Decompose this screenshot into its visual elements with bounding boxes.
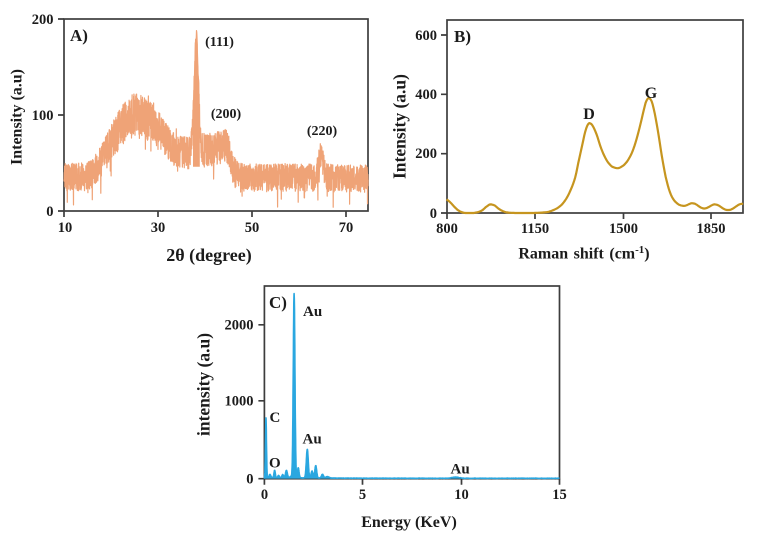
svg-text:0: 0	[261, 487, 268, 503]
svg-text:1150: 1150	[521, 221, 549, 237]
svg-text:5: 5	[359, 487, 366, 503]
svg-text:30: 30	[151, 220, 166, 236]
svg-text:200: 200	[32, 12, 54, 28]
svg-text:0: 0	[430, 206, 437, 222]
svg-text:2θ (degree): 2θ (degree)	[166, 245, 252, 266]
svg-text:15: 15	[552, 487, 567, 503]
svg-text:800: 800	[436, 221, 458, 237]
svg-text:50: 50	[245, 220, 260, 236]
svg-text:1500: 1500	[609, 221, 638, 237]
svg-text:10: 10	[454, 487, 469, 503]
svg-text:G: G	[645, 85, 658, 102]
svg-text:(200): (200)	[211, 107, 242, 122]
svg-text:A): A)	[70, 26, 88, 45]
svg-text:Raman shift (cm-1): Raman shift (cm-1)	[518, 244, 649, 263]
svg-text:10: 10	[58, 220, 73, 236]
svg-text:O: O	[269, 456, 281, 472]
svg-text:intensity (a.u): intensity (a.u)	[194, 333, 214, 436]
svg-text:100: 100	[32, 108, 54, 124]
svg-text:D: D	[583, 106, 595, 123]
svg-text:Au: Au	[303, 432, 322, 448]
svg-text:2000: 2000	[225, 318, 254, 334]
svg-text:200: 200	[415, 146, 437, 162]
svg-text:Energy (KeV): Energy (KeV)	[361, 514, 457, 531]
svg-text:C: C	[270, 410, 281, 426]
svg-text:Intensity (a.u): Intensity (a.u)	[390, 74, 410, 179]
svg-text:1000: 1000	[225, 394, 254, 410]
svg-text:1850: 1850	[697, 221, 726, 237]
svg-text:0: 0	[46, 204, 53, 220]
svg-text:C): C)	[269, 293, 287, 312]
svg-text:Intensity (a.u): Intensity (a.u)	[9, 69, 26, 165]
svg-text:400: 400	[415, 87, 437, 103]
svg-text:600: 600	[415, 28, 437, 44]
svg-text:0: 0	[246, 472, 253, 488]
svg-text:Au: Au	[303, 304, 322, 320]
svg-text:70: 70	[339, 220, 354, 236]
svg-text:B): B)	[454, 27, 471, 46]
svg-text:(220): (220)	[307, 124, 338, 139]
svg-text:Au: Au	[451, 462, 470, 478]
svg-text:(111): (111)	[205, 35, 234, 50]
